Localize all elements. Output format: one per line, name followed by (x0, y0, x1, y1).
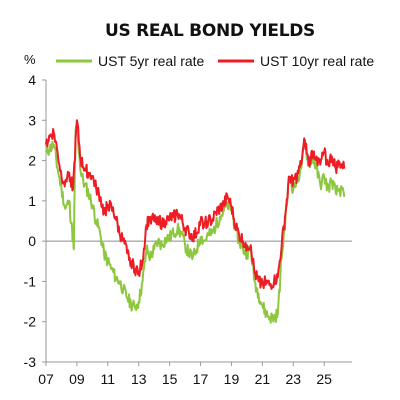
legend-label-10yr: UST 10yr real rate (260, 53, 374, 69)
legend-label-5yr: UST 5yr real rate (98, 53, 205, 69)
x-tick-label: 13 (131, 371, 147, 387)
x-tick-label: 19 (224, 371, 240, 387)
series-line-5yr (45, 123, 346, 324)
x-tick-label: 15 (162, 371, 178, 387)
chart-title: US REAL BOND YIELDS (105, 21, 315, 41)
series-layer (45, 119, 346, 324)
x-tick-label: 07 (38, 371, 54, 387)
y-tick-label: -2 (24, 314, 37, 330)
x-tick-label: 23 (285, 371, 301, 387)
x-tick-label: 17 (193, 371, 209, 387)
series-line-10yr (45, 119, 346, 290)
y-tick-label: 2 (28, 153, 36, 169)
y-axis-unit-label: % (24, 52, 36, 67)
x-tick-label: 21 (255, 371, 271, 387)
y-tick-label: 0 (28, 233, 36, 249)
y-tick-label: 1 (28, 193, 36, 209)
x-tick-label: 11 (101, 371, 116, 387)
y-tick-label: -3 (24, 354, 37, 370)
y-tick-label: -1 (24, 273, 37, 289)
legend: UST 5yr real rate UST 10yr real rate (56, 53, 374, 69)
x-tick-label: 25 (316, 371, 332, 387)
y-tick-label: 3 (28, 112, 36, 128)
y-tick-label: 4 (28, 72, 36, 88)
x-tick-label: 09 (69, 371, 85, 387)
